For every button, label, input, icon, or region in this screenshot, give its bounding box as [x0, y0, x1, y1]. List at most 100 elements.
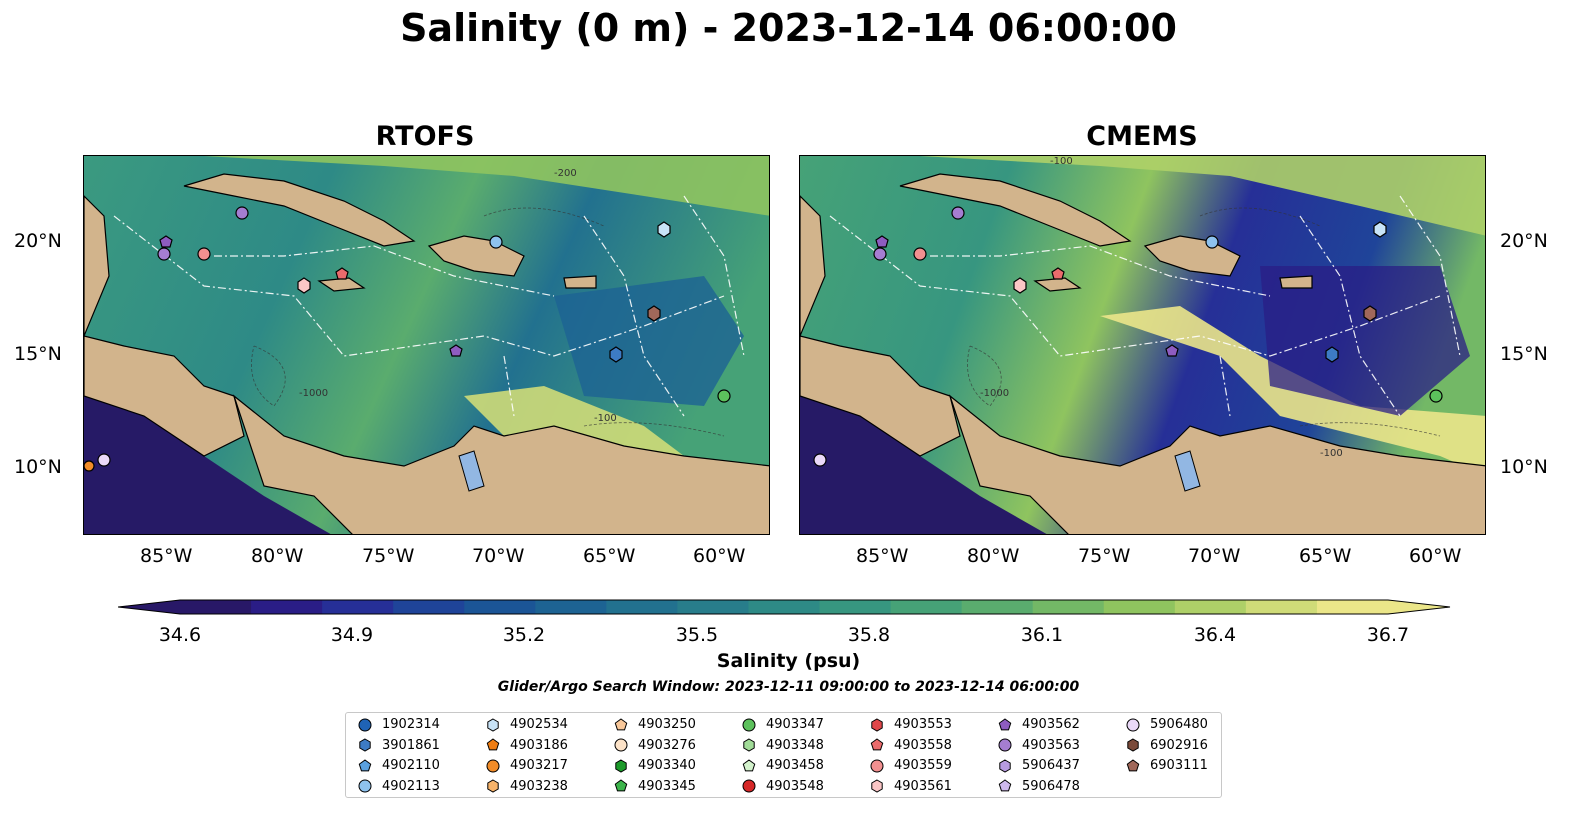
colorbar-segment: [464, 600, 536, 614]
search-window-note: Glider/Argo Search Window: 2023-12-11 09…: [497, 679, 1080, 695]
circle-marker-icon: [358, 779, 372, 793]
legend-item: 4903238: [486, 779, 568, 794]
float-marker[interactable]: [84, 460, 95, 472]
hexagon-marker-icon: [743, 738, 755, 752]
legend-label: 6902916: [1150, 737, 1208, 753]
float-marker[interactable]: [235, 206, 249, 220]
float-marker[interactable]: [717, 389, 731, 403]
legend-label: 4903250: [638, 717, 696, 732]
float-marker[interactable]: [1325, 346, 1339, 363]
float-marker[interactable]: [1373, 221, 1387, 238]
float-marker[interactable]: [647, 305, 661, 322]
circle-marker-icon: [742, 718, 756, 731]
legend-label: 4903562: [1022, 717, 1080, 732]
legend-item: 4903458: [742, 758, 824, 773]
legend-item: 4903276: [614, 738, 696, 753]
legend-label: 4903345: [638, 778, 696, 794]
float-marker[interactable]: [873, 247, 887, 261]
legend-item: 4903558: [870, 738, 952, 753]
float-marker[interactable]: [1051, 267, 1065, 280]
pentagon-marker-icon: [486, 738, 500, 751]
colorbar-tick: 34.9: [330, 624, 374, 646]
float-marker[interactable]: [1013, 277, 1027, 294]
colorbar-segment: [748, 600, 821, 614]
float-marker[interactable]: [657, 221, 671, 238]
panel-title-rtofs: RTOFS: [375, 121, 475, 152]
float-marker[interactable]: [875, 235, 889, 248]
colorbar-segment: [819, 600, 892, 614]
legend-label: 4903276: [638, 737, 696, 753]
legend-label: 4903553: [894, 717, 952, 732]
colorbar-segment: [606, 600, 678, 614]
float-marker[interactable]: [609, 346, 623, 363]
legend-label: 5906478: [1022, 778, 1080, 794]
legend-label: 4903238: [510, 778, 568, 794]
lat-tick-label: 20°N: [14, 230, 62, 252]
legend-item: 4903553: [870, 717, 952, 732]
legend-label: 4902110: [382, 758, 440, 773]
legend-label: 4903558: [894, 737, 952, 753]
circle-marker-icon: [358, 718, 372, 731]
legend-label: 4903563: [1022, 737, 1080, 753]
colorbar: [117, 596, 1453, 622]
legend-item: 4903548: [742, 779, 824, 794]
float-marker[interactable]: [159, 235, 173, 248]
colorbar-tick: 36.1: [1020, 624, 1064, 646]
colorbar-tick: 34.6: [158, 624, 202, 646]
pentagon-marker-icon: [358, 758, 372, 771]
legend-label: 5906480: [1150, 717, 1208, 732]
main-title: Salinity (0 m) - 2023-12-14 06:00:00: [400, 6, 1177, 50]
circle-marker-icon: [1126, 718, 1140, 731]
colorbar-segment: [1103, 600, 1176, 614]
float-marker[interactable]: [157, 247, 171, 261]
map-rtofs[interactable]: -1000 -100 -200: [83, 155, 770, 535]
map-cmems[interactable]: -1000 -100 -100: [799, 155, 1486, 535]
colorbar-segment: [890, 600, 963, 614]
legend-item: 4902534: [486, 717, 568, 732]
legend-item: 4903347: [742, 717, 824, 732]
float-marker[interactable]: [951, 206, 965, 220]
float-marker[interactable]: [1363, 305, 1377, 322]
float-marker[interactable]: [449, 344, 463, 357]
lon-tick-label: 65°W: [583, 545, 636, 567]
contour-label: -1000: [299, 388, 328, 399]
float-marker[interactable]: [813, 453, 827, 467]
legend-item: 5906480: [1126, 717, 1208, 732]
legend-item: 5906437: [998, 758, 1080, 773]
lon-tick-label: 70°W: [472, 545, 525, 567]
lat-tick-label: 10°N: [1500, 456, 1548, 478]
colorbar-segment: [1245, 600, 1318, 614]
hexagon-marker-icon: [487, 717, 499, 732]
legend-item: 4903217: [486, 758, 568, 773]
pentagon-marker-icon: [1126, 758, 1140, 771]
float-marker[interactable]: [297, 277, 311, 294]
float-marker[interactable]: [1165, 344, 1179, 357]
colorbar-svg: [117, 599, 1451, 615]
map-rtofs-svg: -1000 -100 -200: [84, 156, 769, 534]
float-marker[interactable]: [489, 235, 503, 249]
contour-label: -200: [554, 168, 577, 179]
legend-item: 6903111: [1126, 758, 1208, 773]
colorbar-segment: [1316, 600, 1389, 614]
float-marker[interactable]: [97, 453, 111, 467]
float-marker[interactable]: [335, 267, 349, 280]
float-marker[interactable]: [197, 247, 211, 261]
legend-item: 4903562: [998, 717, 1080, 732]
float-marker[interactable]: [1205, 235, 1219, 249]
float-marker[interactable]: [913, 247, 927, 261]
pentagon-marker-icon: [998, 779, 1012, 792]
legend-item: 4903563: [998, 738, 1080, 753]
colorbar-segment: [393, 600, 465, 614]
legend-label: 3901861: [382, 737, 440, 753]
legend-item: 4902110: [358, 758, 440, 773]
lon-tick-label: 85°W: [140, 545, 193, 567]
legend-label: 4903340: [638, 758, 696, 773]
legend-item: 4903186: [486, 738, 568, 753]
circle-marker-icon: [998, 738, 1012, 752]
float-marker[interactable]: [1429, 389, 1443, 403]
lat-tick-label: 20°N: [1500, 230, 1548, 252]
colorbar-segment: [1174, 600, 1247, 614]
contour-label: -100: [1050, 156, 1073, 167]
lon-tick-label: 70°W: [1188, 545, 1241, 567]
circle-marker-icon: [870, 759, 884, 772]
